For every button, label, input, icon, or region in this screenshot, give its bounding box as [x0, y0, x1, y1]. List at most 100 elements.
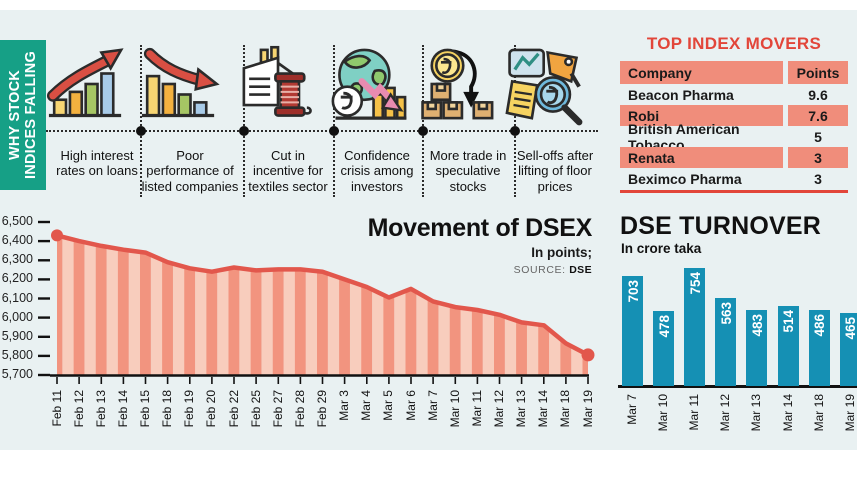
movers-points-cell: 9.6 — [808, 86, 828, 103]
movers-rows: Beacon Pharma 9.6 Robi 7.6 British Ameri… — [620, 84, 848, 189]
turnover-bar — [746, 310, 768, 386]
reasons-separator — [333, 45, 335, 197]
movers-row: Beximco Pharma 3 — [620, 168, 848, 189]
dsex-xtick-label: Mar 13 — [514, 390, 529, 428]
movers-underline — [620, 190, 848, 193]
dsex-xtick-label: Mar 19 — [580, 390, 595, 428]
reasons-separator — [243, 45, 245, 197]
movers-points-cell: 5 — [814, 128, 822, 145]
dsex-xtick-label: Feb 29 — [315, 390, 329, 428]
reason-caption: Sell-offs after lifting of floor prices — [516, 148, 594, 194]
source-value: DSE — [569, 264, 592, 276]
selloff-magnifier-icon — [503, 42, 607, 126]
movers-company-cell: Robi — [620, 105, 783, 126]
turnover-xtick-label: Mar 13 — [749, 394, 764, 432]
turnover-bar — [684, 268, 706, 386]
turnover-chart-subtitle: In crore taka — [621, 241, 702, 256]
turnover-xtick-label: Mar 7 — [625, 394, 639, 425]
dsex-chart-title: Movement of DSEX — [367, 214, 593, 242]
turnover-bar-value: 483 — [749, 314, 765, 337]
movers-company-cell: Beacon Pharma — [628, 86, 734, 103]
dsex-ytick-label: 6,400 — [1, 233, 33, 248]
timeline-dot — [136, 126, 146, 136]
reasons-separator — [140, 45, 142, 197]
why-stock-banner: WHY STOCK INDICES FALLING — [0, 40, 46, 190]
dsex-last-point — [581, 348, 595, 362]
movers-points-cell: 7.6 — [788, 105, 848, 126]
turnover-bar — [777, 305, 799, 386]
movers-header-company: Company — [620, 61, 783, 84]
reason-item: More trade in speculative stocks — [416, 42, 520, 194]
dsex-xtick-label: Feb 14 — [115, 390, 130, 428]
movers-points-cell: 3 — [788, 147, 848, 168]
movers-row: Beacon Pharma 9.6 — [620, 84, 848, 105]
turnover-bar — [653, 311, 675, 386]
turnover-bar — [715, 297, 737, 386]
dsex-xtick-label: Feb 22 — [226, 390, 241, 428]
top-index-movers-panel: TOP INDEX MOVERS Company Points Beacon P… — [620, 34, 848, 193]
turnover-bar-value: 514 — [781, 309, 796, 333]
dsex-xtick-label: Mar 5 — [381, 390, 396, 421]
dsex-xtick-label: Feb 12 — [71, 390, 86, 428]
reasons-dotted-line — [46, 130, 598, 132]
dsex-xtick-label: Feb 20 — [204, 390, 219, 428]
movers-company-cell: British American Tobacco — [628, 120, 740, 153]
dsex-ytick-label: 6,200 — [1, 271, 33, 286]
dsex-ytick-label: 5,700 — [1, 367, 33, 381]
reason-item: Confidence crisis among investors — [325, 42, 429, 194]
dsex-ytick-label: 6,500 — [1, 214, 33, 228]
dsex-xtick-label: Mar 3 — [337, 390, 352, 421]
reason-caption: Confidence crisis among investors — [340, 148, 414, 194]
dsex-xtick-label: Feb 27 — [270, 390, 285, 428]
globe-crisis-icon — [325, 42, 429, 126]
reason-caption: High interest rates on loans — [56, 148, 138, 179]
dsex-xtick-label: Mar 4 — [359, 390, 374, 421]
turnover-xtick-label: Mar 14 — [780, 394, 795, 432]
turnover-xtick-label: Mar 19 — [842, 394, 857, 432]
movers-row: Renata 3 — [620, 147, 848, 168]
dsex-xtick-label: Mar 18 — [558, 390, 573, 428]
dsex-xtick-label: Feb 11 — [49, 390, 64, 427]
movers-row: Robi 7.6 — [620, 105, 848, 126]
dsex-xtick-label: Mar 12 — [492, 390, 506, 428]
dsex-xtick-label: Feb 15 — [138, 390, 152, 428]
movers-row: British American Tobacco 5 — [620, 120, 848, 153]
turnover-bar-value: 465 — [843, 317, 857, 340]
dsex-xtick-label: Feb 13 — [93, 390, 108, 428]
timeline-dot — [510, 126, 520, 136]
speculative-boxes-icon — [416, 42, 520, 126]
turnover-bar-value: 563 — [718, 301, 734, 325]
dsex-ytick-label: 5,900 — [1, 328, 33, 343]
dsex-xtick-label: Mar 6 — [403, 390, 418, 421]
reason-item: High interest rates on loans — [45, 42, 149, 178]
timeline-dot — [329, 126, 339, 136]
source-label: SOURCE: — [513, 264, 566, 276]
dsex-ytick-label: 6,100 — [1, 290, 33, 305]
movers-header-row: Company Points — [620, 61, 848, 84]
reason-caption: More trade in speculative stocks — [429, 148, 507, 194]
movers-company-cell: Renata — [620, 147, 783, 168]
dsex-ytick-label: 6,000 — [1, 309, 33, 324]
dsex-xtick-label: Mar 14 — [536, 390, 551, 428]
dsex-area — [57, 235, 588, 375]
turnover-bar-value: 703 — [625, 280, 641, 303]
timeline-dot — [239, 126, 249, 136]
dsex-xtick-label: Mar 11 — [469, 390, 484, 427]
reason-item: Sell-offs after lifting of floor prices — [503, 42, 607, 194]
turnover-bar-value: 486 — [812, 314, 828, 337]
turnover-axis-line — [618, 385, 857, 388]
movers-title: TOP INDEX MOVERS — [646, 34, 822, 53]
movers-header-points: Points — [788, 61, 848, 84]
dsex-plot-svg — [38, 220, 595, 384]
dsex-xtick-label: Feb 19 — [182, 390, 197, 428]
turnover-xtick-label: Mar 10 — [656, 394, 671, 432]
turnover-chart-title: DSE TURNOVER — [620, 212, 822, 240]
reason-item: Cut in incentive for textiles sector — [236, 42, 340, 194]
falling-bars-arrow-icon — [138, 42, 242, 126]
dsex-xtick-label: Feb 25 — [248, 390, 263, 428]
reason-caption: Poor performance of listed companies — [141, 148, 239, 194]
dsex-xtick-label: Feb 28 — [292, 390, 307, 428]
reason-item: Poor performance of listed companies — [138, 42, 242, 194]
dsex-chart-source: SOURCE: DSE — [368, 264, 592, 276]
turnover-bar — [839, 313, 857, 386]
